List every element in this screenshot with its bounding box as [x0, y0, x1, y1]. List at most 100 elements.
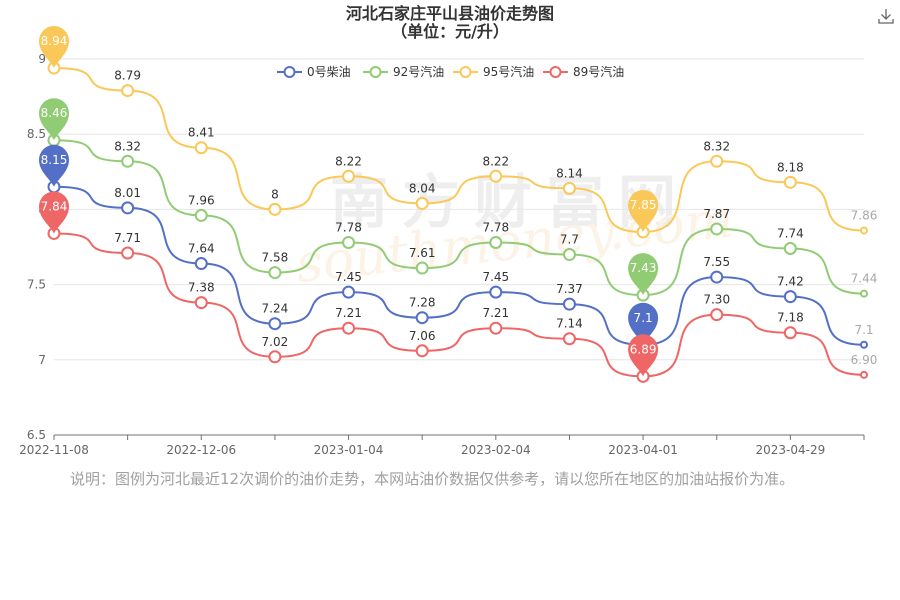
data-point[interactable]: [783, 290, 797, 304]
data-label: 8.18: [777, 160, 804, 174]
marker-pin-label: 7.85: [630, 198, 657, 212]
data-point[interactable]: [562, 297, 576, 311]
data-label: 7.44: [851, 272, 878, 286]
data-point[interactable]: [342, 169, 356, 183]
data-label: 8: [271, 187, 279, 201]
x-tick-label: 2022-12-06: [166, 443, 236, 457]
marker-pin[interactable]: 7.43: [628, 253, 659, 296]
legend-label: 89号汽油: [573, 64, 624, 79]
data-label: 7.24: [262, 302, 289, 316]
legend-item-0[interactable]: 0号柴油: [277, 65, 351, 79]
marker-pin-label: 8.94: [41, 34, 68, 48]
marker-pin[interactable]: 7.84: [39, 191, 69, 234]
data-label: 8.14: [556, 166, 583, 180]
data-label: 8.41: [188, 126, 215, 140]
data-point[interactable]: [268, 202, 282, 216]
data-point[interactable]: [710, 270, 724, 284]
data-label: 7.45: [482, 270, 509, 284]
y-tick-label: 7: [38, 353, 46, 367]
x-tick-label: 2023-01-04: [314, 443, 384, 457]
marker-pin[interactable]: 6.89: [628, 334, 659, 377]
data-point[interactable]: [710, 154, 724, 168]
data-point[interactable]: [342, 285, 356, 299]
data-label: 7.28: [409, 296, 436, 310]
marker-pin-label: 8.46: [41, 106, 68, 120]
data-point[interactable]: [562, 248, 576, 262]
marker-pin[interactable]: 8.46: [39, 98, 69, 141]
marker-pin[interactable]: 7.85: [628, 190, 659, 232]
x-tick-label: 2022-11-08: [19, 443, 89, 457]
legend-item-3[interactable]: 89号汽油: [543, 64, 624, 79]
legend-symbol: [369, 66, 382, 78]
data-label: 8.22: [335, 154, 362, 168]
data-point[interactable]: [342, 321, 356, 335]
data-point[interactable]: [860, 370, 868, 379]
data-point[interactable]: [342, 235, 356, 249]
data-point[interactable]: [489, 235, 503, 249]
data-label: 7.37: [556, 282, 583, 296]
data-point[interactable]: [121, 84, 135, 98]
data-point[interactable]: [121, 246, 135, 260]
data-label: 7.87: [703, 207, 730, 221]
data-point[interactable]: [860, 289, 868, 298]
marker-pin-shape: [628, 190, 659, 232]
data-point[interactable]: [783, 175, 797, 189]
legend[interactable]: 0号柴油 92号汽油 95号汽油 89号汽油: [277, 64, 624, 79]
data-label: 6.90: [851, 353, 878, 367]
data-point[interactable]: [860, 226, 868, 235]
data-label: 7.38: [188, 281, 215, 295]
data-point[interactable]: [268, 317, 282, 331]
marker-pin-shape: [628, 334, 659, 377]
data-point[interactable]: [415, 311, 429, 325]
data-point[interactable]: [194, 141, 208, 155]
data-point[interactable]: [783, 326, 797, 340]
data-point[interactable]: [415, 261, 429, 275]
marker-pin[interactable]: 7.1: [628, 302, 659, 345]
data-point[interactable]: [415, 196, 429, 210]
data-point[interactable]: [121, 201, 135, 215]
marker-pin[interactable]: 8.15: [39, 144, 69, 187]
series-line: [53, 185, 865, 346]
data-point[interactable]: [194, 208, 208, 222]
legend-item-1[interactable]: 92号汽油: [363, 64, 444, 79]
data-label: 7.14: [556, 317, 583, 331]
marker-pin-label: 6.89: [630, 342, 657, 356]
data-point[interactable]: [710, 308, 724, 322]
series-2: 8.79 8.41 8 8.22 8.04 8.22 8.14 8.32 8.18 7.86: [47, 61, 878, 239]
marker-pin-shape: [39, 98, 69, 141]
marker-pin-label: 8.15: [41, 153, 68, 167]
data-point[interactable]: [121, 154, 135, 168]
data-point[interactable]: [268, 266, 282, 280]
legend-symbol: [283, 66, 296, 78]
series-line: [53, 67, 865, 234]
data-point[interactable]: [710, 222, 724, 236]
data-label: 7.55: [703, 255, 730, 269]
x-tick-label: 2023-04-01: [608, 443, 678, 457]
data-point[interactable]: [562, 181, 576, 195]
legend-label: 0号柴油: [307, 65, 351, 79]
data-label: 7.42: [777, 275, 804, 289]
data-point[interactable]: [415, 344, 429, 358]
data-point[interactable]: [268, 350, 282, 364]
data-label: 7.71: [114, 231, 141, 245]
data-point[interactable]: [562, 332, 576, 346]
marker-pin-label: 7.1: [634, 311, 653, 325]
data-point[interactable]: [489, 169, 503, 183]
legend-symbol: [549, 66, 562, 78]
data-point[interactable]: [194, 296, 208, 310]
data-point[interactable]: [783, 242, 797, 256]
data-point[interactable]: [489, 285, 503, 299]
marker-pin[interactable]: 8.94: [39, 26, 69, 68]
data-label: 8.32: [114, 139, 141, 153]
download-icon[interactable]: [876, 6, 896, 26]
data-point[interactable]: [489, 321, 503, 335]
data-point[interactable]: [194, 257, 208, 271]
data-label: 7.86: [851, 208, 878, 222]
legend-label: 95号汽油: [483, 64, 534, 79]
data-point[interactable]: [860, 340, 868, 349]
chart-title: 河北石家庄平山县油价走势图: [345, 4, 554, 23]
legend-item-2[interactable]: 95号汽油: [453, 64, 534, 79]
data-label: 7.61: [409, 246, 436, 260]
marker-pin-label: 7.43: [630, 261, 657, 275]
y-tick-label: 7.5: [27, 278, 46, 292]
